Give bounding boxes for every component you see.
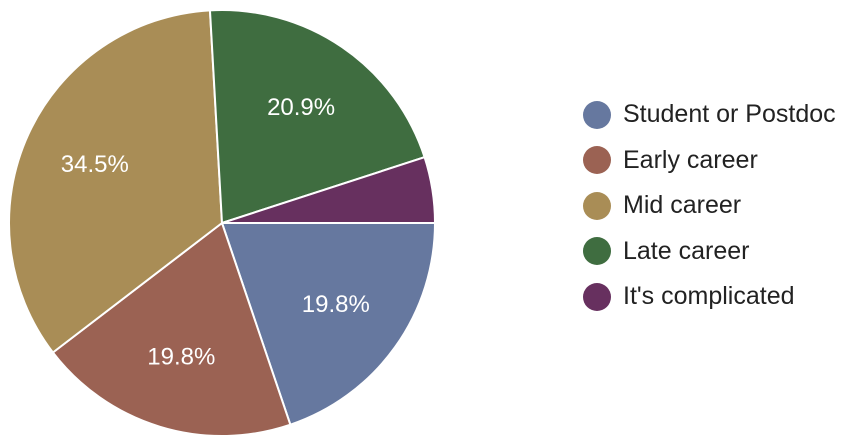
legend-swatch-icon: [583, 282, 611, 311]
legend: Student or Postdoc Early career Mid care…: [583, 92, 863, 320]
slice-label-mid-career: 34.5%: [61, 151, 129, 178]
pie-slice-early-career: [51, 221, 292, 437]
legend-swatch-icon: [583, 100, 611, 129]
legend-label: Late career: [623, 236, 750, 265]
legend-label: Mid career: [623, 191, 742, 220]
legend-item-late-career: Late career: [583, 229, 863, 275]
pie-slice-late-career: [208, 8, 426, 225]
pie-slice-its-complicated: [221, 155, 437, 224]
slice-label-student-or-postdoc: 19.8%: [302, 291, 370, 318]
legend-item-its-complicated: It's complicated: [583, 274, 863, 320]
legend-item-mid-career: Mid career: [583, 183, 863, 229]
legend-label: Early career: [623, 145, 758, 174]
legend-swatch-icon: [583, 191, 611, 220]
pie-slice-student-or-postdoc: [220, 222, 437, 426]
pie-slice-mid-career: [8, 9, 224, 354]
slice-label-late-career: 20.9%: [267, 94, 335, 121]
legend-swatch-icon: [583, 146, 611, 175]
slice-label-early-career: 19.8%: [147, 343, 215, 370]
legend-item-early-career: Early career: [583, 138, 863, 184]
legend-item-student-or-postdoc: Student or Postdoc: [583, 92, 863, 138]
legend-label: Student or Postdoc: [623, 100, 836, 129]
legend-label: It's complicated: [623, 282, 795, 311]
legend-swatch-icon: [583, 237, 611, 266]
